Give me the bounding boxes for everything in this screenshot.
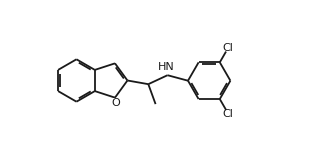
Text: Cl: Cl	[223, 109, 234, 119]
Text: O: O	[112, 98, 121, 108]
Text: Cl: Cl	[223, 43, 234, 53]
Text: HN: HN	[158, 62, 175, 72]
